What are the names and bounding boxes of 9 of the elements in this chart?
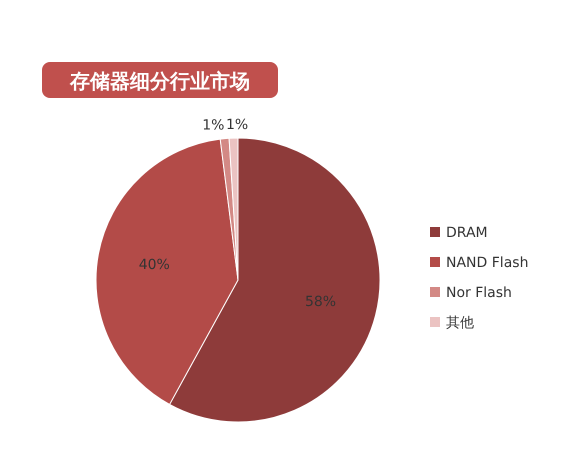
legend-label: Nor Flash	[446, 285, 512, 301]
legend-label: NAND Flash	[446, 255, 528, 271]
data-label: 40%	[138, 257, 170, 274]
data-label: 58%	[304, 294, 336, 310]
legend-label: 其他	[446, 315, 474, 331]
chart-title: 存储器细分行业市场	[69, 69, 250, 93]
data-label: 1%	[202, 118, 224, 134]
legend-label: DRAM	[446, 225, 488, 241]
data-label: 1%	[226, 117, 248, 134]
